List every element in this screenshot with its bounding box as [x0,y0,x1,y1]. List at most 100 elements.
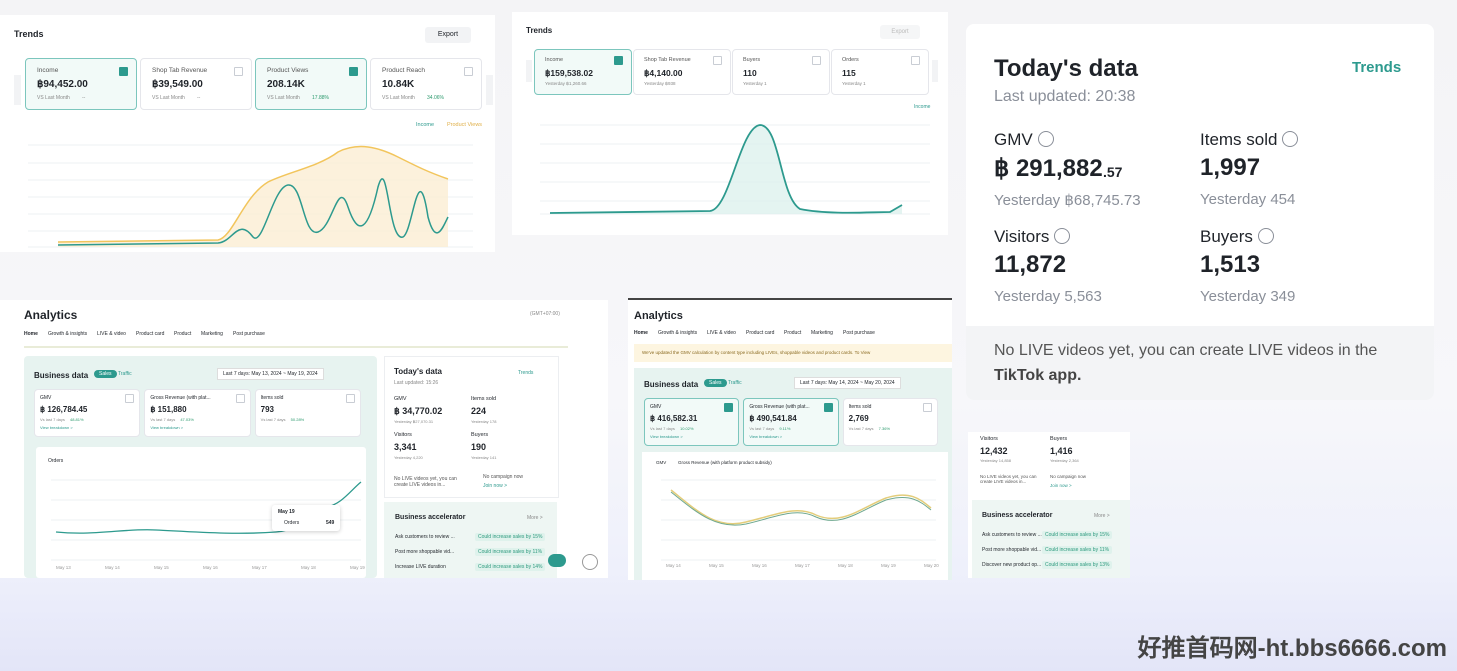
legend-income: Income [416,122,435,128]
card-change: -- [82,95,86,101]
toggle-traffic[interactable]: Traffic [728,380,742,386]
metric-compare: Yesterday 178 [471,419,497,424]
tab[interactable]: LIVE & video [97,331,126,337]
metric-card[interactable]: Income ฿159,538.02 Yesterday ฿1,260.66 [534,49,632,95]
card-value: 110 [743,68,757,78]
tab[interactable]: Post purchase [843,330,875,336]
metric-card[interactable]: Shop Tab Revenue ฿39,549.00 VS Last Month -… [140,58,252,110]
metric-card[interactable]: Shop Tab Revenue ฿4,140.00 Yesterday ฿938 [633,49,731,95]
checkbox[interactable] [922,403,932,412]
suggestion: Post more shoppable vid... [982,547,1042,553]
metric-card[interactable]: Orders 115 Yesterday 1 [831,49,929,95]
metric-compare: Yesterday ฿68,745.73 [994,192,1141,209]
join-link[interactable]: Join now > [483,483,508,489]
accelerator-title: Business accelerator [395,514,466,521]
checkbox[interactable] [349,67,358,76]
toggle-sales[interactable]: Sales [94,370,117,378]
info-icon[interactable] [1282,131,1298,147]
toggle-sales[interactable]: Sales [704,379,727,387]
scroll-right[interactable] [486,75,493,105]
checkbox[interactable] [724,403,734,412]
date-range[interactable]: Last 7 days: May 13, 2024 ~ May 19, 2024 [217,368,324,380]
tab[interactable]: Product card [136,331,165,337]
checkbox[interactable] [614,56,623,65]
metric-card[interactable]: Items sold 793 Vs last 7 days 50.28% [254,389,361,437]
metric-value: 12,432 [980,446,1008,456]
trends-link[interactable]: Trends [1352,59,1402,76]
tab[interactable]: Post purchase [233,331,265,337]
card-label: GMV [650,404,662,410]
metric-compare: Yesterday 141 [471,455,497,460]
checkbox[interactable] [911,56,920,65]
trends-panel: Trends Export Income ฿94,452.00 VS Last Mont… [0,15,495,252]
metric-label: Visitors [394,432,412,438]
tab[interactable]: Product [174,331,192,337]
scroll-left[interactable] [14,75,21,105]
tab[interactable]: Marketing [201,331,223,337]
metric-value: ฿ 291,882 [994,155,1103,182]
card-compare: Yesterday ฿938 [644,81,676,86]
card-change: 48.81% [70,417,84,422]
x-label: May 14 [666,563,681,568]
tab[interactable]: Growth & insights [48,331,88,337]
tab[interactable]: Home [24,331,38,337]
help-button[interactable] [582,554,598,570]
card-value: 793 [260,405,275,414]
tab[interactable]: Growth & insights [658,330,698,336]
note-app: TikTok app. [994,367,1082,384]
metric-card[interactable]: Buyers 110 Yesterday 1 [732,49,830,95]
tab[interactable]: Product [784,330,802,336]
tab[interactable]: Product card [746,330,775,336]
metric-label: Buyers [1200,227,1253,246]
card-label: Buyers [743,57,761,63]
sales-badge: Could increase sales by 15% [1042,531,1113,539]
suggestion: Discover new product op... [982,562,1042,568]
metric-card[interactable]: Product Reach 10.84K VS Last Month 34.06% [370,58,482,110]
export-button[interactable]: Export [425,27,471,43]
join-link[interactable]: Join now > [1050,483,1072,488]
tab[interactable]: Marketing [811,330,833,336]
metric-value: 1,997 [1200,154,1261,181]
checkbox[interactable] [235,394,245,403]
checkbox[interactable] [345,394,355,403]
trend-chart [28,144,473,248]
metric-label: Items sold [1200,130,1278,149]
legend-gross: Gross Revenue (with platform product sub… [678,460,772,465]
metric-card[interactable]: Income ฿94,452.00 VS Last Month -- [25,58,137,110]
checkbox[interactable] [125,394,135,403]
x-label: May 15 [709,563,724,568]
trends-link[interactable]: Trends [518,370,534,376]
checkbox[interactable] [234,67,243,76]
date-range[interactable]: Last 7 days: May 14, 2024 ~ May 20, 2024 [794,377,901,389]
more-link[interactable]: More > [1094,513,1110,519]
metric-card[interactable]: Items sold 2,769 Vs last 7 days 7.36% [842,398,938,446]
metric-card[interactable]: Gross Revenue (with plat... ฿ 151,880 Vs l… [144,389,251,437]
info-icon[interactable] [1258,228,1274,244]
scroll-right[interactable] [932,60,938,82]
chat-button[interactable] [548,554,566,567]
card-compare: Vs last 7 days [40,417,65,422]
note-area [966,326,1434,400]
metric-card[interactable]: Gross Revenue (with plat... ฿ 490,541.84 V… [743,398,839,446]
metric-card[interactable]: GMV ฿ 416,582.31 Vs last 7 days 10.02% View … [644,398,740,446]
metric-card[interactable]: Product Views 208.14K VS Last Month 17.88% [255,58,367,110]
info-icon[interactable] [1038,131,1054,147]
more-link[interactable]: More > [527,515,543,521]
checkbox[interactable] [812,56,821,65]
checkbox[interactable] [464,67,473,76]
info-icon[interactable] [1054,228,1070,244]
metric-card[interactable]: GMV ฿ 126,784.45 Vs last 7 days 48.81% View … [34,389,141,437]
scroll-left[interactable] [526,60,532,82]
checkbox[interactable] [823,403,833,412]
card-value: ฿ 126,784.45 [40,405,88,414]
export-button[interactable]: Export [880,25,920,39]
checkbox[interactable] [119,67,128,76]
metric-label: Visitors [994,227,1050,246]
tab[interactable]: Home [634,330,648,336]
tab[interactable]: LIVE & video [707,330,736,336]
checkbox[interactable] [713,56,722,65]
analytics-panel: Analytics (GMT+07:00) Home Growth & insight… [0,300,608,578]
card-compare: VS Last Month [267,95,300,101]
toggle-traffic[interactable]: Traffic [118,371,132,377]
card-label: Gross Revenue (with plat... [150,395,211,401]
